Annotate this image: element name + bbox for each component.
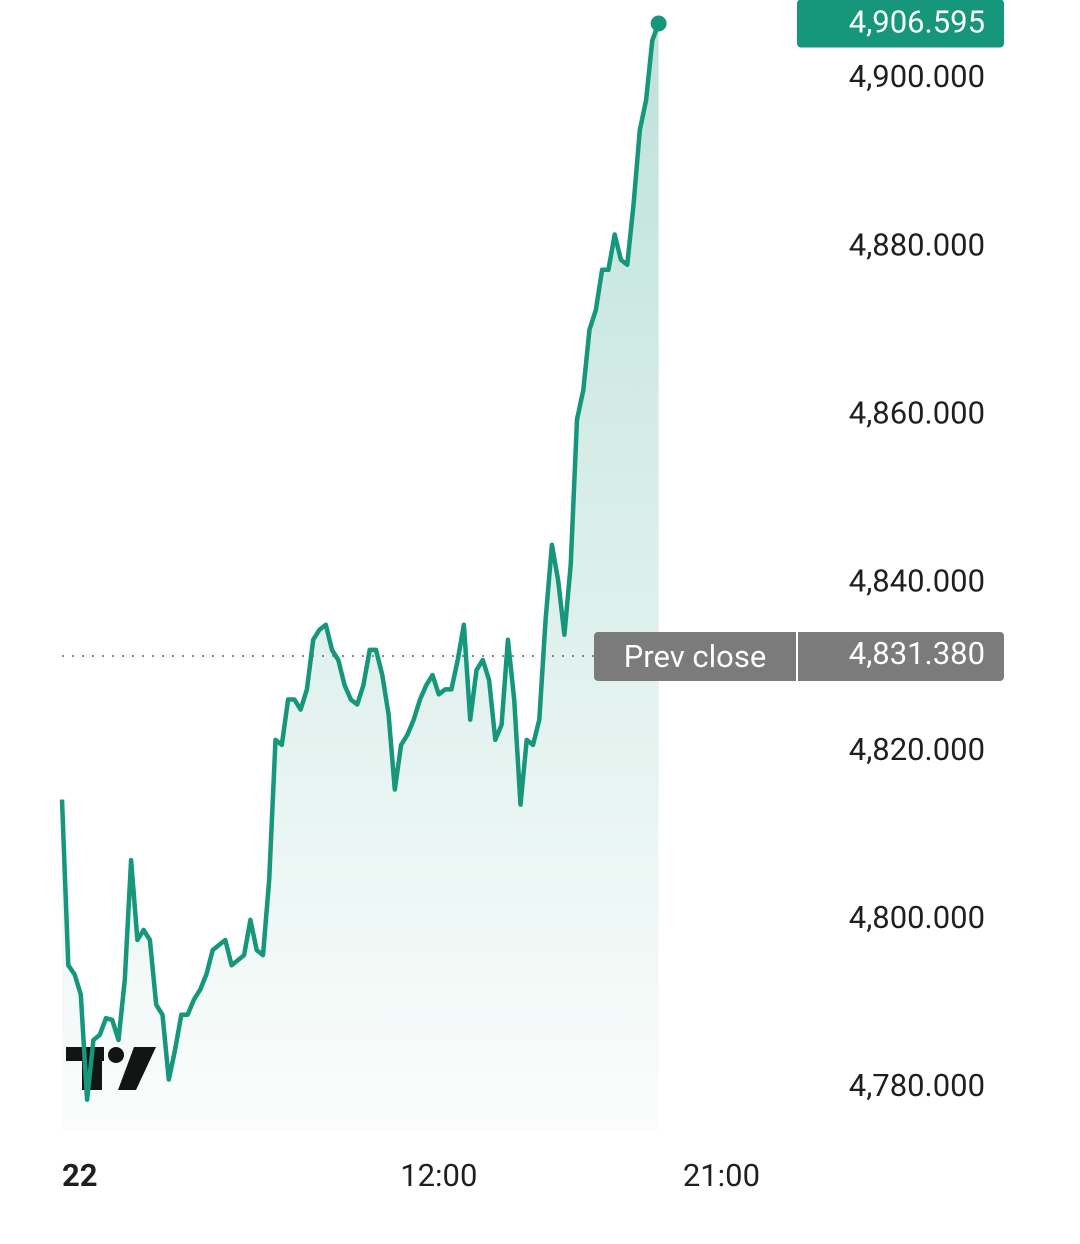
- y-tick-label: 4,800.000: [849, 899, 985, 936]
- prev-close-tag: [594, 631, 1004, 681]
- y-tick-label: 4,860.000: [849, 394, 985, 431]
- last-point: [650, 15, 667, 32]
- y-tick-label: 4,880.000: [849, 226, 985, 263]
- last-price-label: 4,906.595: [849, 4, 985, 41]
- x-tick-label: 21:00: [683, 1157, 760, 1194]
- y-tick-label: 4,840.000: [849, 563, 985, 600]
- prev-close-name: Prev close: [624, 638, 767, 675]
- y-tick-label: 4,780.000: [849, 1067, 985, 1104]
- prev-close-value: 4,831.380: [849, 635, 985, 672]
- x-tick-label: 22: [62, 1157, 98, 1194]
- x-tick-label: 12:00: [400, 1157, 477, 1194]
- line: [59, 22, 661, 1102]
- y-tick-label: 4,820.000: [849, 731, 985, 768]
- y-tick-label: 4,900.000: [849, 58, 985, 95]
- area: [62, 23, 659, 1130]
- last-price-tag: [797, 0, 1004, 48]
